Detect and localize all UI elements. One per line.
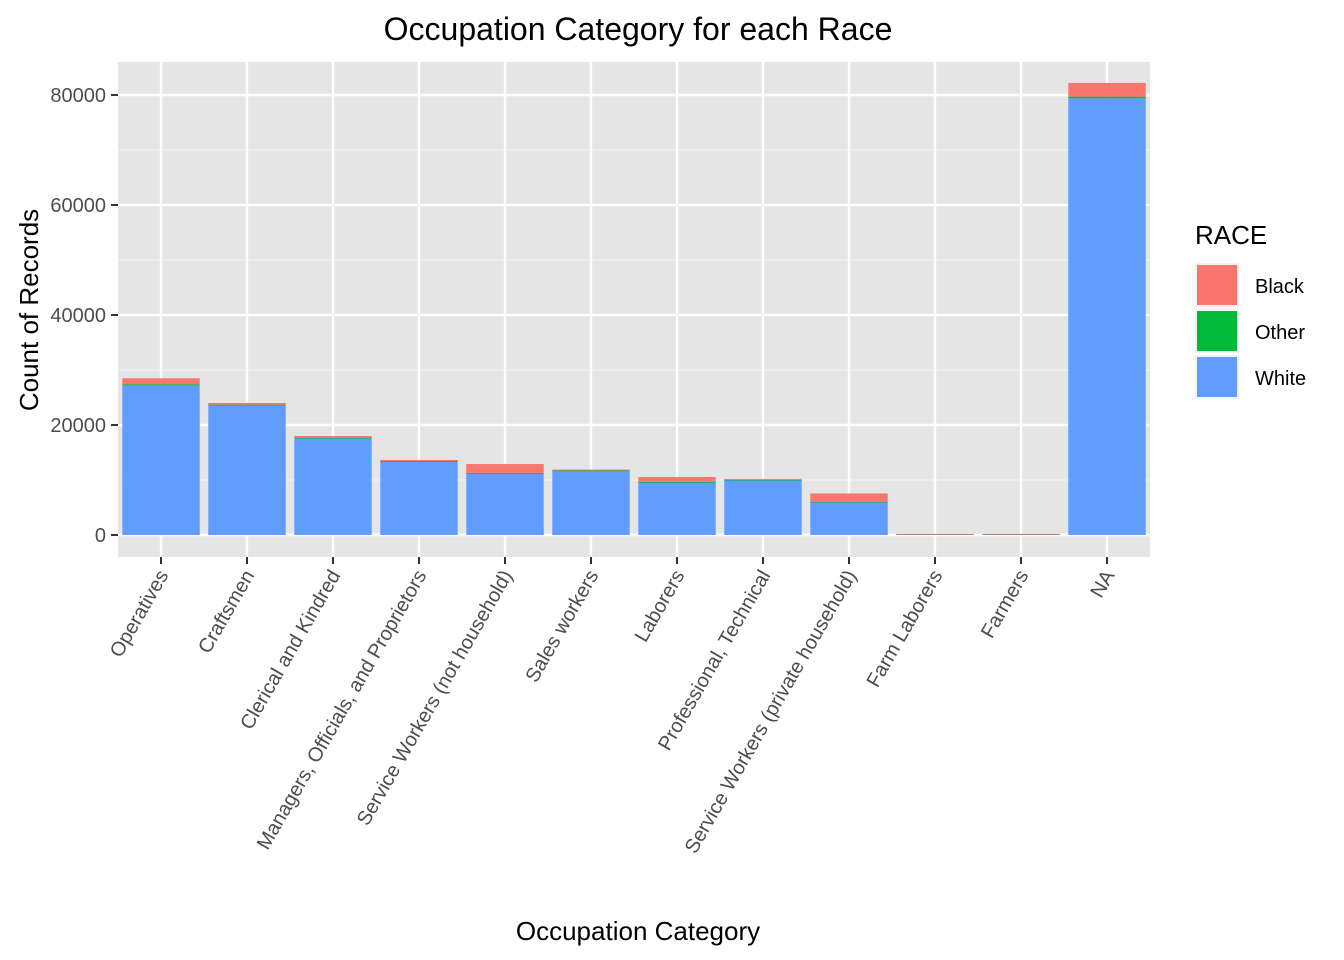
x-tick-label: Service Workers (not household): [353, 567, 517, 830]
legend-label-black: Black: [1255, 276, 1305, 298]
y-tick-label: 0: [95, 525, 106, 547]
chart-title: Occupation Category for each Race: [384, 11, 893, 47]
legend-title: RACE: [1195, 220, 1267, 250]
x-axis-label: Occupation Category: [516, 916, 760, 946]
bar-white-1: [208, 405, 286, 535]
bar-other-1: [208, 404, 286, 406]
bar-white-2: [294, 438, 372, 535]
x-tick-label: Clerical and Kindred: [236, 567, 345, 734]
bar-white-4: [466, 473, 544, 535]
legend-swatch-other: [1197, 311, 1237, 351]
x-tick-label: Laborers: [631, 567, 690, 646]
x-tick-label: Farm Laborers: [863, 567, 948, 692]
bar-white-0: [122, 385, 200, 535]
bar-other-11: [1068, 96, 1146, 99]
legend: RACE Black Other White: [1195, 220, 1306, 399]
bar-black-7: [724, 478, 802, 480]
grid-minor: [118, 149, 1150, 481]
bar-black-6: [638, 476, 716, 482]
x-tick-label: NA: [1086, 566, 1119, 602]
bars: [122, 82, 1146, 536]
legend-swatch-white: [1197, 357, 1237, 397]
bar-black-2: [294, 436, 372, 438]
bar-other-5: [552, 470, 630, 472]
bar-other-0: [122, 384, 200, 386]
y-tick-label: 60000: [50, 195, 106, 217]
bar-black-5: [552, 469, 630, 471]
bar-black-0: [122, 378, 200, 385]
bar-other-6: [638, 481, 716, 483]
bar-black-4: [466, 464, 544, 473]
y-tick-label: 20000: [50, 415, 106, 437]
y-axis: 0 20000 40000 60000 80000: [50, 85, 118, 547]
x-tick-label: Farmers: [977, 567, 1033, 642]
bar-black-11: [1068, 82, 1146, 97]
plot-panel: [118, 62, 1150, 557]
bar-white-11: [1068, 98, 1146, 536]
legend-swatch-black: [1197, 265, 1237, 305]
x-tick-label: Managers, Officials, and Proprietors: [253, 567, 431, 854]
bar-black-3: [380, 459, 458, 462]
y-axis-label: Count of Records: [14, 209, 44, 411]
bar-other-7: [724, 479, 802, 481]
x-tick-label: Craftsmen: [194, 567, 259, 658]
y-tick-label: 80000: [50, 85, 106, 107]
bar-other-2: [294, 437, 372, 439]
bar-other-3: [380, 461, 458, 462]
bar-other-4: [466, 472, 544, 474]
bar-black-10: [982, 533, 1060, 535]
bar-other-8: [810, 501, 888, 503]
legend-label-other: Other: [1255, 322, 1305, 344]
legend-label-white: White: [1255, 368, 1306, 390]
bar-black-1: [208, 403, 286, 405]
bar-white-8: [810, 502, 888, 535]
x-tick-label: Operatives: [106, 567, 173, 662]
bar-white-3: [380, 461, 458, 535]
bar-black-9: [896, 533, 974, 535]
bar-white-5: [552, 470, 630, 535]
bar-black-8: [810, 493, 888, 502]
bar-white-6: [638, 482, 716, 535]
x-tick-label: Service Workers (private household): [681, 567, 862, 858]
x-tick-label: Sales workers: [521, 567, 603, 687]
y-tick-label: 40000: [50, 305, 106, 327]
bar-white-7: [724, 480, 802, 535]
